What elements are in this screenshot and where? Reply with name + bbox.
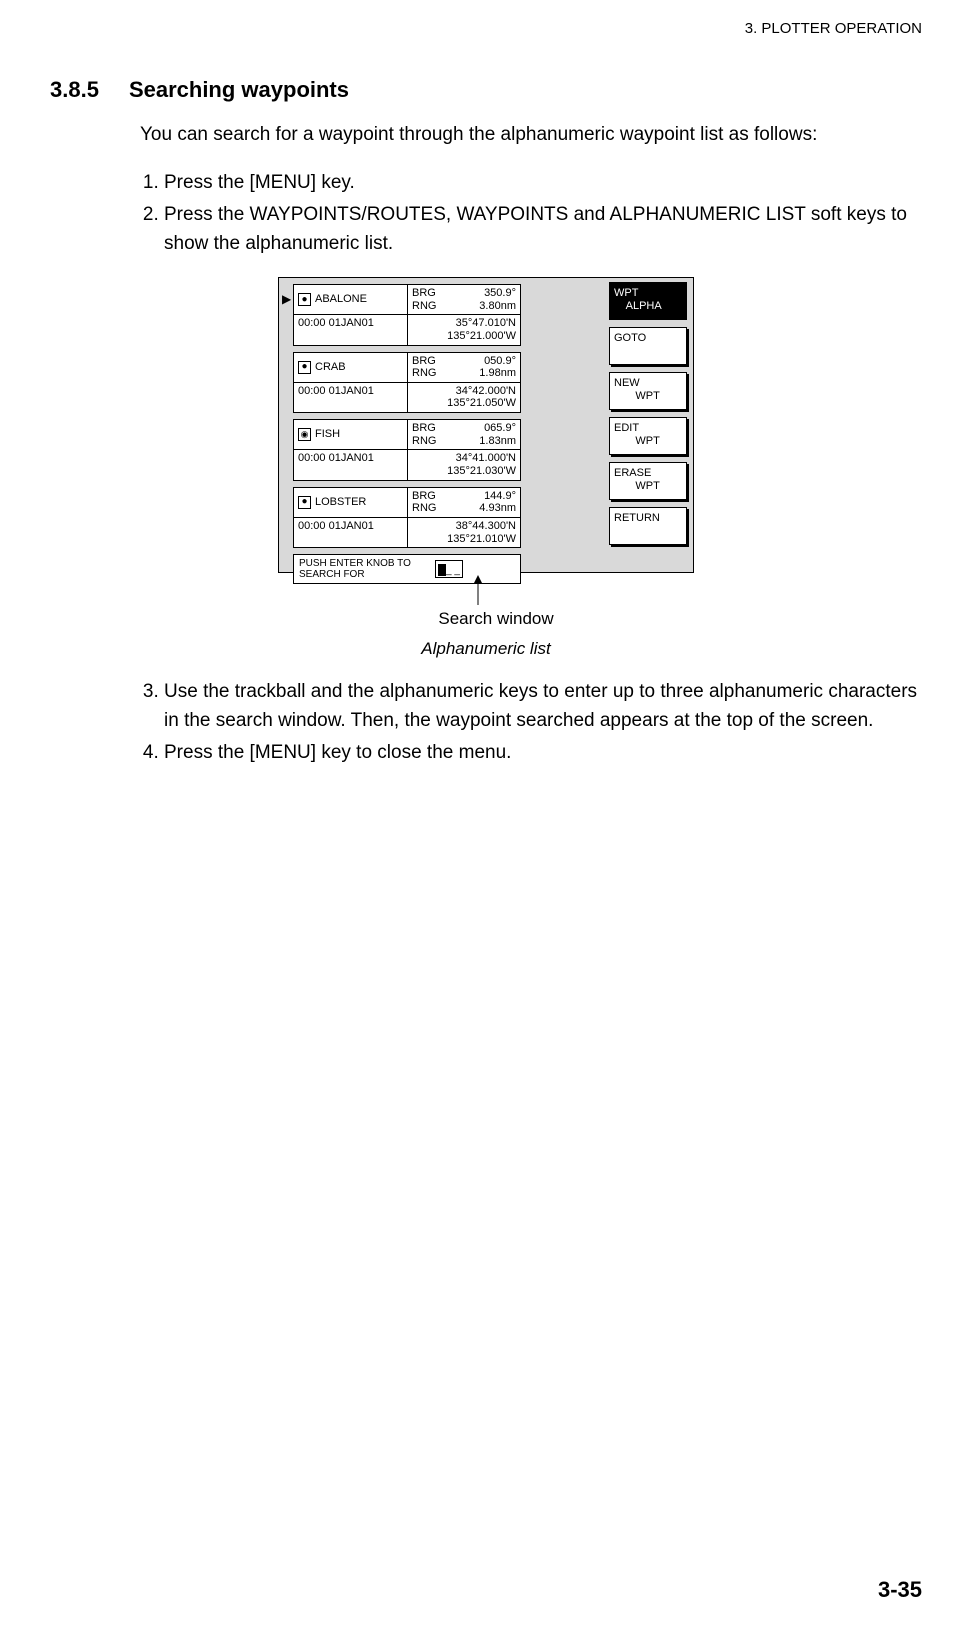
page: 3. PLOTTER OPERATION 3.8.5 Searching way… [0, 0, 972, 1633]
page-number: 3-35 [878, 1577, 922, 1603]
waypoint-list-column: ▶ ABALONE BRG350.9° RNG3.80nm [279, 278, 609, 572]
callout-pointer [278, 575, 694, 607]
section-heading-row: 3.8.5 Searching waypoints [50, 77, 922, 103]
waypoint-entry[interactable]: LOBSTER BRG144.9° RNG4.93nm 00:00 01JAN0… [293, 487, 521, 549]
softkey-erase-wpt[interactable]: ERASE WPT [609, 462, 687, 500]
waypoint-coords: 34°41.000'N 135°21.030'W [408, 450, 520, 479]
waypoint-name: LOBSTER [315, 496, 366, 509]
waypoint-timestamp: 00:00 01JAN01 [294, 315, 408, 344]
cursor-arrow-icon: ▶ [282, 292, 291, 306]
callout-label: Search window [278, 609, 694, 629]
section-number: 3.8.5 [50, 77, 99, 103]
waypoint-name: ABALONE [315, 293, 367, 306]
waypoint-mark-icon [298, 428, 311, 441]
waypoint-brg-rng: BRG050.9° RNG1.98nm [408, 353, 520, 382]
softkey-column: WPT ALPHA GOTO NEW WPT EDIT WPT ERASE WP… [609, 278, 693, 572]
softkey-edit-wpt[interactable]: EDIT WPT [609, 417, 687, 455]
steps-list-top: Press the [MENU] key. Press the WAYPOINT… [140, 169, 922, 259]
step-3: Use the trackball and the alphanumeric k… [164, 678, 922, 735]
waypoint-timestamp: 00:00 01JAN01 [294, 383, 408, 412]
waypoint-coords: 35°47.010'N 135°21.000'W [408, 315, 520, 344]
waypoint-mark-icon [298, 496, 311, 509]
step-1: Press the [MENU] key. [164, 169, 922, 198]
waypoint-brg-rng: BRG065.9° RNG1.83nm [408, 420, 520, 449]
softkey-new-wpt[interactable]: NEW WPT [609, 372, 687, 410]
waypoint-entry[interactable]: FISH BRG065.9° RNG1.83nm 00:00 01JAN01 3… [293, 419, 521, 481]
running-header: 3. PLOTTER OPERATION [50, 20, 922, 37]
figure-caption: Alphanumeric list [278, 639, 694, 659]
waypoint-coords: 38°44.300'N 135°21.010'W [408, 518, 520, 547]
waypoint-brg-rng: BRG350.9° RNG3.80nm [408, 285, 520, 314]
plotter-screen: ▶ ABALONE BRG350.9° RNG3.80nm [278, 277, 694, 573]
waypoint-timestamp: 00:00 01JAN01 [294, 450, 408, 479]
intro-paragraph: You can search for a waypoint through th… [140, 121, 922, 150]
step-2: Press the WAYPOINTS/ROUTES, WAYPOINTS an… [164, 201, 922, 258]
section-title: Searching waypoints [129, 77, 349, 103]
waypoint-entry[interactable]: ABALONE BRG350.9° RNG3.80nm 00:00 01JAN0… [293, 284, 521, 346]
waypoint-brg-rng: BRG144.9° RNG4.93nm [408, 488, 520, 517]
waypoint-coords: 34°42.000'N 135°21.050'W [408, 383, 520, 412]
waypoint-mark-icon [298, 361, 311, 374]
waypoint-entry[interactable]: CRAB BRG050.9° RNG1.98nm 00:00 01JAN01 3… [293, 352, 521, 414]
waypoint-name: FISH [315, 428, 340, 441]
waypoint-name: CRAB [315, 361, 346, 374]
figure-alphanumeric-list: ▶ ABALONE BRG350.9° RNG3.80nm [50, 277, 922, 659]
waypoint-timestamp: 00:00 01JAN01 [294, 518, 408, 547]
waypoint-mark-icon [298, 293, 311, 306]
softkey-wpt-alpha[interactable]: WPT ALPHA [609, 282, 687, 320]
softkey-return[interactable]: RETURN [609, 507, 687, 545]
step-4: Press the [MENU] key to close the menu. [164, 739, 922, 768]
softkey-goto[interactable]: GOTO [609, 327, 687, 365]
steps-list-bottom: Use the trackball and the alphanumeric k… [140, 678, 922, 768]
